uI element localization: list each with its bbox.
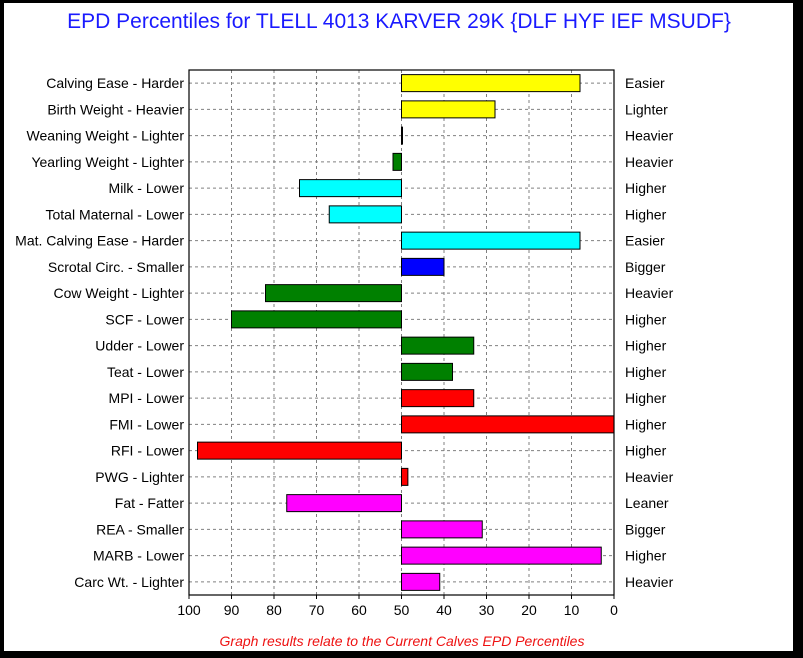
category-label-left: Fat - Fatter xyxy=(115,495,185,511)
bar-15 xyxy=(401,467,409,486)
category-label-left: Birth Weight - Heavier xyxy=(47,101,184,117)
category-label-left: Total Maternal - Lower xyxy=(45,206,184,222)
category-label-right: Higher xyxy=(625,180,667,196)
tick-label: 70 xyxy=(309,602,325,618)
category-label-right: Lighter xyxy=(625,101,668,117)
category-label-right: Heavier xyxy=(625,128,674,144)
bar-14 xyxy=(197,441,402,460)
category-label-left: PWG - Lighter xyxy=(95,469,184,485)
bar-11 xyxy=(401,362,453,381)
category-label-left: RFI - Lower xyxy=(111,443,184,459)
tick-label: 60 xyxy=(351,602,367,618)
bar-3 xyxy=(392,152,402,171)
tick-label: 10 xyxy=(564,602,580,618)
bar-10 xyxy=(401,336,475,355)
category-label-left: FMI - Lower xyxy=(109,416,184,432)
bar-19 xyxy=(401,572,441,591)
category-label-right: Heavier xyxy=(625,574,674,590)
category-label-right: Higher xyxy=(625,548,667,564)
category-label-left: Milk - Lower xyxy=(109,180,185,196)
category-label-right: Higher xyxy=(625,338,667,354)
category-label-left: Carc Wt. - Lighter xyxy=(74,574,184,590)
category-label-right: Heavier xyxy=(625,154,674,170)
bar-0 xyxy=(401,74,581,93)
bar-2 xyxy=(401,126,403,145)
category-label-left: Scrotal Circ. - Smaller xyxy=(48,259,184,275)
category-label-right: Heavier xyxy=(625,469,674,485)
category-label-right: Higher xyxy=(625,390,667,406)
tick-label: 80 xyxy=(266,602,282,618)
category-label-right: Higher xyxy=(625,364,667,380)
category-labels: Calving Ease - Harder Easier Birth Weight … xyxy=(15,75,673,590)
category-label-left: Calving Ease - Harder xyxy=(46,75,184,91)
bar-4 xyxy=(299,179,402,198)
category-label-left: Yearling Weight - Lighter xyxy=(31,154,184,170)
category-label-right: Higher xyxy=(625,206,667,222)
bar-7 xyxy=(401,257,445,276)
category-label-left: Udder - Lower xyxy=(95,338,184,354)
category-label-right: Easier xyxy=(625,233,665,249)
category-label-left: Teat - Lower xyxy=(107,364,184,380)
chart-frame: EPD Percentiles for TLELL 4013 KARVER 29… xyxy=(4,3,793,651)
bars xyxy=(197,74,615,591)
bar-1 xyxy=(401,100,496,119)
bar-6 xyxy=(401,231,581,250)
tick-label: 0 xyxy=(610,602,618,618)
epd-percentile-chart: EPD Percentiles for TLELL 4013 KARVER 29… xyxy=(15,10,731,649)
category-label-left: Cow Weight - Lighter xyxy=(54,285,185,301)
bar-13 xyxy=(401,415,615,434)
tick-label: 50 xyxy=(394,602,410,618)
category-label-right: Heavier xyxy=(625,285,674,301)
bar-9 xyxy=(231,310,402,329)
tick-label: 20 xyxy=(521,602,537,618)
bar-8 xyxy=(265,284,402,303)
bar-5 xyxy=(328,205,402,224)
category-label-right: Bigger xyxy=(625,521,666,537)
category-label-right: Bigger xyxy=(625,259,666,275)
chart-footnote: Graph results relate to the Current Calv… xyxy=(220,633,585,649)
category-label-left: Weaning Weight - Lighter xyxy=(27,128,185,144)
bar-17 xyxy=(401,520,483,539)
bar-12 xyxy=(401,389,475,408)
category-label-right: Leaner xyxy=(625,495,669,511)
tick-label: 30 xyxy=(479,602,495,618)
tick-label: 90 xyxy=(224,602,240,618)
category-label-left: REA - Smaller xyxy=(96,521,184,537)
category-label-left: SCF - Lower xyxy=(105,311,184,327)
chart-title: EPD Percentiles for TLELL 4013 KARVER 29… xyxy=(67,10,731,33)
bar-18 xyxy=(401,546,602,565)
tick-label: 40 xyxy=(436,602,452,618)
category-label-right: Easier xyxy=(625,75,665,91)
x-axis-ticks: 100 90 80 70 60 50 40 30 20 10 0 xyxy=(177,595,618,618)
category-label-left: Mat. Calving Ease - Harder xyxy=(15,233,184,249)
category-label-left: MARB - Lower xyxy=(93,548,184,564)
category-label-right: Higher xyxy=(625,443,667,459)
bar-16 xyxy=(286,494,402,513)
tick-label: 100 xyxy=(177,602,201,618)
category-label-right: Higher xyxy=(625,416,667,432)
category-label-left: MPI - Lower xyxy=(109,390,185,406)
category-label-right: Higher xyxy=(625,311,667,327)
